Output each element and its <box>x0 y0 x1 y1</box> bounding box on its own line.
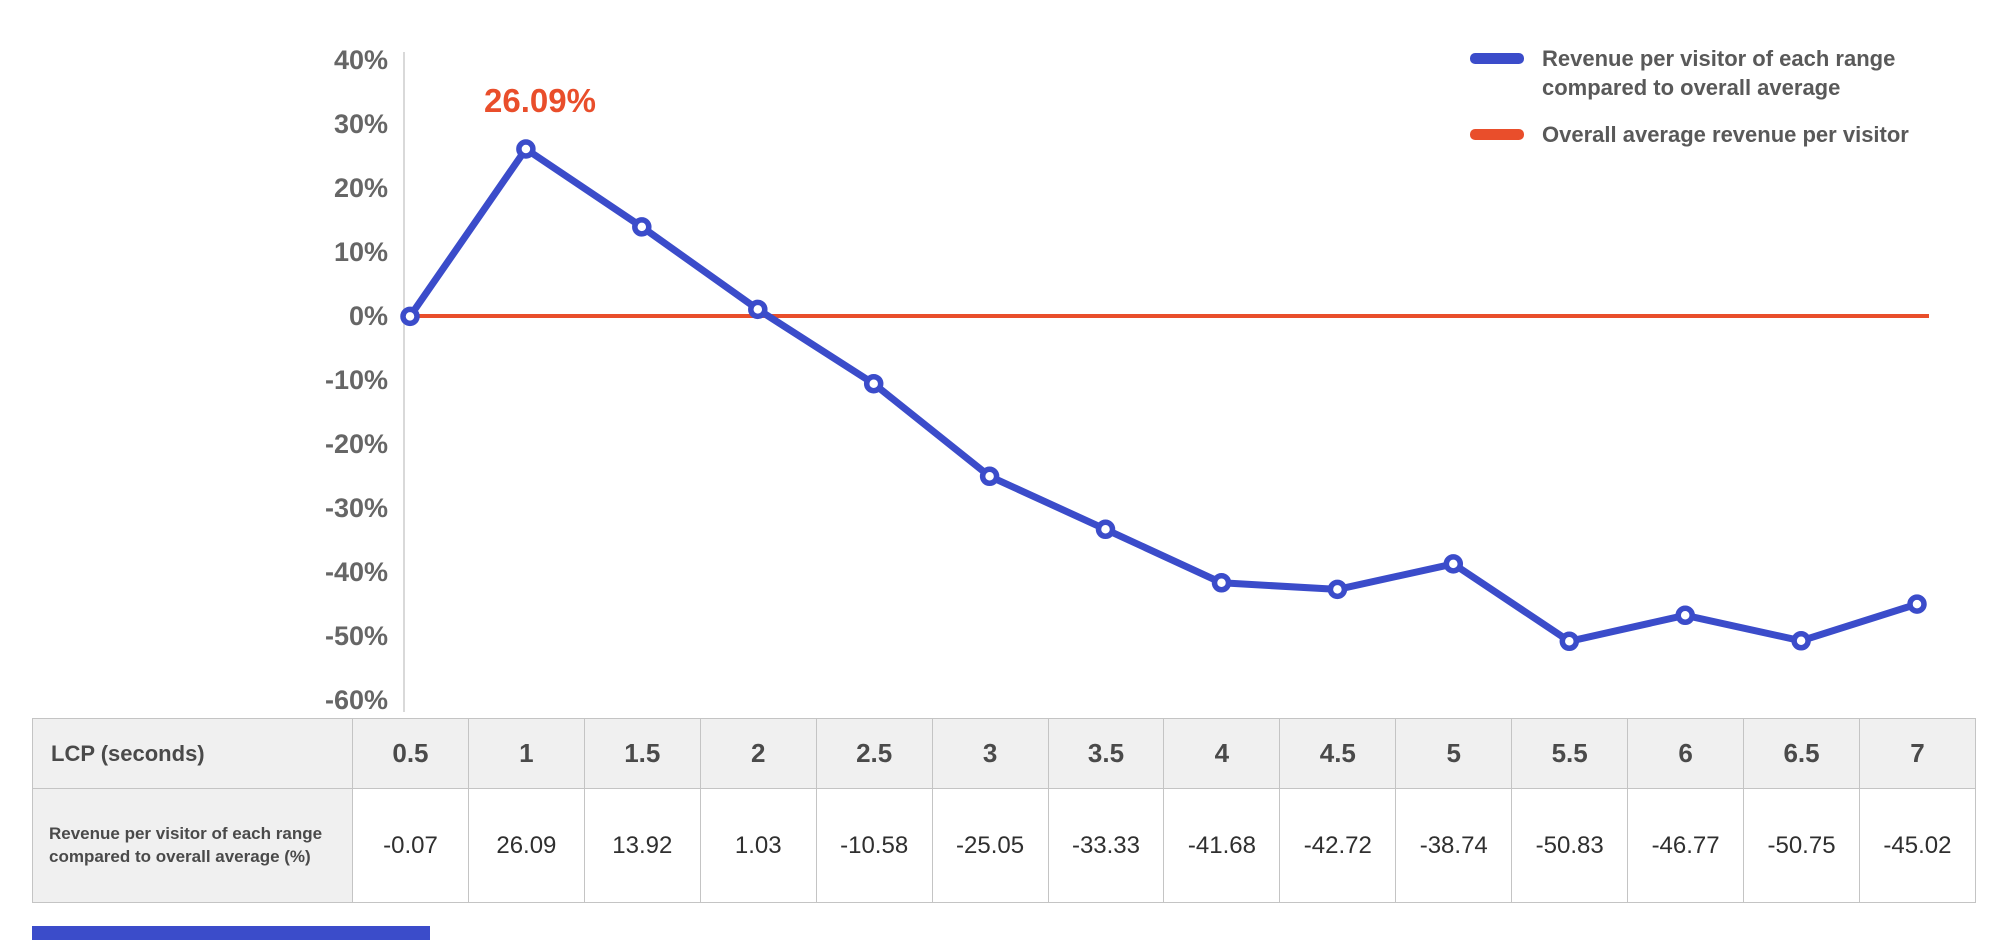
lcp-column-header: 6.5 <box>1743 718 1860 789</box>
data-point-marker <box>863 373 884 394</box>
lcp-column-header: 3.5 <box>1047 718 1165 789</box>
y-axis-tick-label: 0% <box>349 301 388 331</box>
revenue-value-cell: -10.58 <box>815 788 933 903</box>
data-point-marker <box>400 306 420 327</box>
peak-annotation: 26.09% <box>484 82 596 119</box>
lcp-column-header: 2 <box>699 718 817 789</box>
data-point-marker <box>1675 605 1695 626</box>
revenue-value-cell: 1.03 <box>699 788 817 903</box>
table-row-label: Revenue per visitor of each range compar… <box>32 788 353 903</box>
y-axis-tick-label: 30% <box>334 109 388 139</box>
revenue-value-cell: -0.07 <box>352 788 469 903</box>
revenue-value-cell: -46.77 <box>1627 788 1745 903</box>
lcp-column-header: 5 <box>1395 718 1513 789</box>
red-line-swatch-icon <box>1470 129 1524 141</box>
legend-item-revenue: Revenue per visitor of each range compar… <box>1470 44 1970 102</box>
lcp-column-header: 5.5 <box>1511 718 1629 789</box>
lcp-column-header: 2.5 <box>815 718 933 789</box>
revenue-value-cell: 26.09 <box>467 788 585 903</box>
blue-line-swatch-icon <box>1470 53 1524 64</box>
y-axis-tick-label: -20% <box>325 429 388 459</box>
revenue-value-cell: -42.72 <box>1279 788 1397 903</box>
y-axis-tick-label: -10% <box>325 365 388 395</box>
table-corner-label: LCP (seconds) <box>32 718 353 789</box>
y-axis-tick-label: -60% <box>325 685 388 715</box>
y-axis-tick-label: -50% <box>325 621 388 651</box>
y-axis-tick-label: 40% <box>334 45 388 75</box>
table-header-row: LCP (seconds) 0.5 1 1.5 2 2.5 3 3.5 4 4.5 5 5.5 6 6.5… <box>32 718 1976 789</box>
data-point-marker <box>516 139 536 159</box>
y-axis-tick-label: 10% <box>334 237 388 267</box>
revenue-value-cell: 13.92 <box>583 788 701 903</box>
table-data-row: Revenue per visitor of each range compar… <box>32 788 1976 903</box>
revenue-value-cell: -45.02 <box>1858 788 1976 903</box>
lcp-column-header: 3 <box>931 718 1049 789</box>
y-axis-tick-label: 20% <box>334 173 388 203</box>
y-axis-tick-label: -40% <box>325 557 388 587</box>
legend-label-average: Overall average revenue per visitor <box>1542 122 1909 148</box>
data-point-marker <box>1095 519 1116 540</box>
revenue-series-line <box>406 145 1921 645</box>
chart-legend: Revenue per visitor of each range compar… <box>1470 44 1970 149</box>
data-point-marker <box>1791 631 1811 651</box>
data-point-marker <box>1559 631 1580 652</box>
lcp-column-header: 4 <box>1163 718 1281 789</box>
data-point-marker <box>1327 579 1348 600</box>
data-point-marker <box>1907 594 1927 614</box>
clipped-blue-bar <box>32 926 430 940</box>
line-chart: 40% 30% 20% 10% 0% -10% -20% -30% -40% -50% -60% <box>325 45 1929 715</box>
legend-label-revenue: Revenue per visitor of each range compar… <box>1542 46 1896 101</box>
data-point-marker <box>1211 573 1232 593</box>
lcp-column-header: 1.5 <box>583 718 701 789</box>
revenue-value-cell: -50.75 <box>1743 788 1860 903</box>
y-axis-tick-label: -30% <box>325 493 388 523</box>
data-point-marker <box>979 466 1000 487</box>
lcp-revenue-table: LCP (seconds) 0.5 1 1.5 2 2.5 3 3.5 4 4.5 5 5.5 6 6.5… <box>32 718 1976 903</box>
data-point-marker <box>632 217 652 237</box>
legend-item-average: Overall average revenue per visitor <box>1470 120 1970 149</box>
revenue-value-cell: -41.68 <box>1163 788 1281 903</box>
data-point-marker <box>1443 554 1464 574</box>
lcp-column-header: 4.5 <box>1279 718 1397 789</box>
lcp-column-header: 0.5 <box>352 718 469 789</box>
revenue-value-cell: -38.74 <box>1395 788 1513 903</box>
data-point-marker <box>748 299 768 320</box>
lcp-column-header: 1 <box>467 718 585 789</box>
revenue-value-cell: -50.83 <box>1511 788 1629 903</box>
revenue-value-cell: -25.05 <box>931 788 1049 903</box>
lcp-column-header: 6 <box>1627 718 1745 789</box>
lcp-column-header: 7 <box>1858 718 1976 789</box>
revenue-value-cell: -33.33 <box>1047 788 1165 903</box>
